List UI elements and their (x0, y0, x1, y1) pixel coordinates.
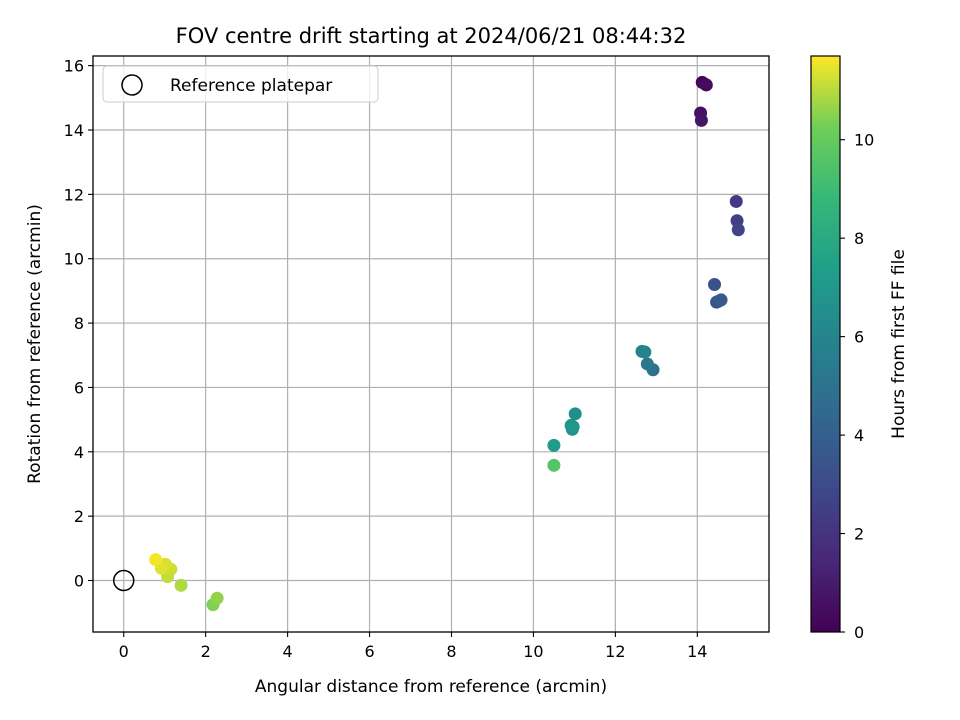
axis-ticks: 0 2 4 6 8 10 12 14 0 2 4 6 8 10 12 14 16 (64, 57, 708, 661)
colorbar-tick-label: 2 (854, 525, 864, 544)
scatter-point (638, 345, 652, 359)
y-tick-label: 6 (74, 378, 84, 397)
y-tick-label: 0 (74, 572, 84, 591)
scatter-point (210, 591, 224, 605)
scatter-point (566, 420, 580, 434)
colorbar-tick-label: 0 (854, 623, 864, 642)
legend-box (102, 65, 379, 103)
scatter-point (547, 438, 561, 452)
y-tick-label: 12 (64, 185, 84, 204)
y-axis-label: Rotation from reference (arcmin) (25, 204, 45, 484)
x-tick-label: 10 (523, 642, 543, 661)
y-tick-label: 14 (64, 121, 84, 140)
x-tick-label: 8 (446, 642, 456, 661)
scatter-point (640, 357, 654, 371)
scatter-point (699, 78, 713, 92)
colorbar-tick-label: 10 (854, 131, 874, 150)
scatter-point (729, 194, 743, 208)
scatter-point (694, 113, 708, 127)
scatter-point (568, 407, 582, 421)
legend-label-reference: Reference platepar (170, 76, 332, 96)
colorbar-tick-label: 4 (854, 426, 864, 445)
scatter-point (708, 277, 722, 291)
colorbar-tick-label: 8 (854, 229, 864, 248)
data-points (112, 75, 745, 612)
x-tick-label: 4 (283, 642, 293, 661)
x-tick-label: 0 (119, 642, 129, 661)
chart-title: FOV centre drift starting at 2024/06/21 … (176, 24, 687, 48)
x-axis-label: Angular distance from reference (arcmin) (255, 677, 607, 697)
y-tick-label: 10 (64, 250, 84, 269)
grid (93, 56, 769, 632)
scatter-point (149, 553, 163, 567)
scatter-point (174, 578, 188, 592)
plot-frame (92, 55, 770, 633)
y-tick-label: 2 (74, 507, 84, 526)
legend: Reference platepar (102, 65, 379, 103)
scatter-point (714, 293, 728, 307)
colorbar-gradient (810, 55, 841, 633)
scatter-point (731, 223, 745, 237)
colorbar: 0 2 4 6 8 10 Hours from first FF file (810, 55, 909, 642)
scatter-point (547, 458, 561, 472)
y-tick-label: 8 (74, 314, 84, 333)
colorbar-label: Hours from first FF file (889, 249, 909, 439)
reference-platepar-marker (112, 569, 135, 592)
legend-marker-reference (121, 74, 143, 96)
x-tick-label: 2 (201, 642, 211, 661)
colorbar-tick-label: 6 (854, 328, 864, 347)
y-tick-label: 16 (64, 57, 84, 76)
x-tick-label: 12 (605, 642, 625, 661)
x-tick-label: 14 (687, 642, 707, 661)
y-tick-label: 4 (74, 443, 84, 462)
colorbar-ticks: 0 2 4 6 8 10 (840, 131, 874, 642)
x-tick-label: 6 (364, 642, 374, 661)
